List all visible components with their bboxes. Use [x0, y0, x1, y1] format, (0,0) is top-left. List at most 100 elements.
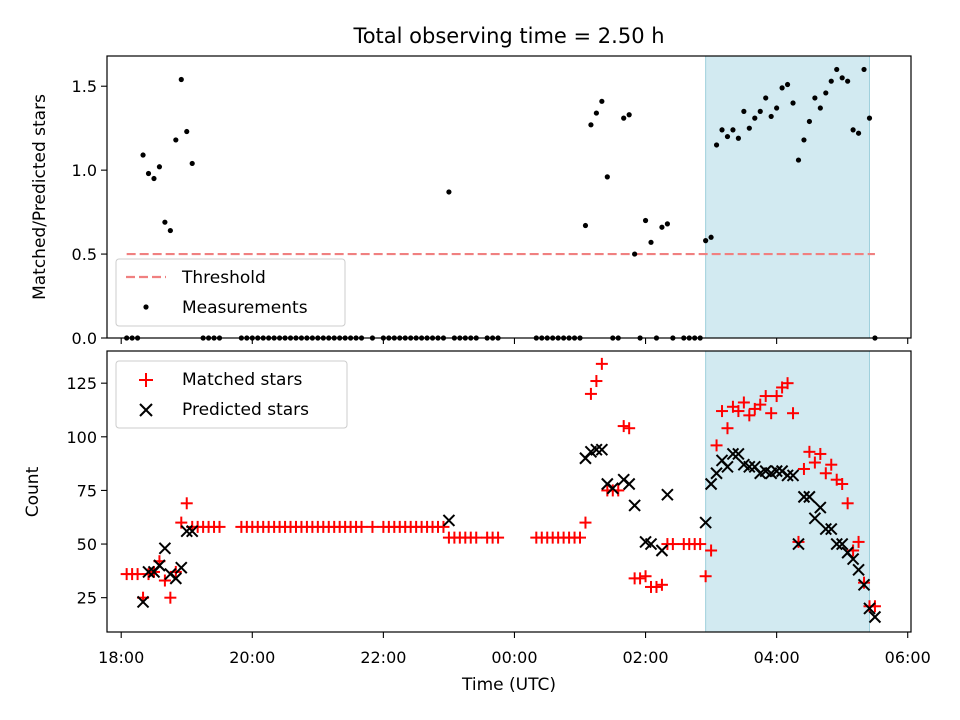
y-tick-label: 100 [66, 428, 97, 447]
predicted-star-point [622, 477, 636, 491]
measurement-point [784, 81, 791, 88]
legend-threshold-label: Threshold [181, 268, 266, 288]
matched-star-point [617, 420, 630, 433]
matched-star-point [759, 390, 772, 403]
measurement-point [795, 157, 802, 163]
measurement-point [806, 118, 813, 125]
predicted-star-point [808, 512, 822, 525]
measurement-point [790, 100, 796, 106]
legend-matched-swatch [139, 373, 153, 387]
measurement-point [866, 115, 873, 121]
matched-star-point [770, 390, 783, 403]
measurement-point [642, 217, 649, 224]
measurement-point [167, 227, 173, 234]
matched-star-point [743, 409, 756, 422]
measurement-point [162, 219, 168, 225]
top-y-axis: 0.0 0.5 1.0 1.5 [72, 77, 107, 348]
predicted-star-point [153, 559, 166, 572]
matched-star-point [694, 538, 707, 551]
matched-star-point [858, 576, 871, 589]
matched-star-point [492, 531, 505, 544]
measurement-point [746, 125, 752, 131]
legend-predicted-label: Predicted stars [182, 400, 309, 420]
measurement-point [763, 95, 769, 101]
predicted-stars-series [136, 443, 882, 624]
predicted-star-point [846, 552, 860, 566]
bottom-panel: 25 50 75 100 125 18:00 20:00 22:00 00:00 02:00 04… [23, 350, 931, 695]
measurement-point [850, 127, 856, 133]
predicted-star-point [628, 499, 641, 512]
measurement-point [621, 115, 627, 121]
measurement-point [593, 110, 599, 116]
predicted-star-point [699, 516, 712, 529]
bottom-y-axis: 25 50 75 100 125 [66, 374, 107, 608]
predicted-star-point [797, 490, 811, 504]
matched-star-point [787, 407, 800, 420]
measurement-point [823, 90, 829, 96]
matched-star-point [213, 520, 226, 533]
measurement-point [145, 170, 152, 177]
predicted-star-point [863, 602, 876, 615]
matched-star-point [705, 544, 718, 557]
measurement-point [861, 66, 867, 73]
matched-star-point [792, 535, 805, 548]
measurement-point [648, 239, 654, 245]
measurement-point [834, 66, 840, 73]
measurement-point [708, 234, 714, 240]
measurement-point [741, 108, 747, 114]
top-shaded-span [705, 55, 870, 339]
y-tick-label: 0.5 [72, 245, 97, 264]
matched-star-point [666, 538, 679, 551]
predicted-star-point [710, 467, 723, 480]
measurement-point [757, 108, 763, 114]
matched-star-point [716, 405, 729, 418]
predicted-star-point [803, 490, 816, 504]
chart-title: Total observing time = 2.50 h [352, 24, 664, 48]
measurement-point [845, 78, 851, 84]
matched-star-point [841, 497, 854, 510]
matched-star-point [579, 516, 592, 529]
predicted-star-point [732, 447, 745, 461]
predicted-star-point [661, 488, 674, 501]
measurement-point [839, 75, 845, 81]
legend-measurements-swatch [143, 304, 149, 310]
y-tick-label: 25 [77, 589, 97, 608]
x-tick-label: 22:00 [360, 648, 406, 667]
predicted-star-point [721, 460, 734, 474]
x-tick-label: 06:00 [885, 648, 931, 667]
top-x-axis-ticks [120, 338, 909, 344]
y-tick-label: 50 [77, 535, 97, 554]
matched-star-point [721, 422, 734, 435]
matched-star-point [650, 580, 663, 593]
matched-star-point [584, 387, 597, 400]
measurement-point [659, 224, 665, 230]
matched-star-point [699, 570, 712, 583]
predicted-star-point [814, 501, 827, 514]
top-panel: 0.0 0.5 1.0 1.5 Matched/Predicted stars Thr… [30, 55, 912, 348]
predicted-star-point [743, 460, 756, 474]
matched-star-point [732, 405, 745, 418]
top-plot-frame [106, 55, 912, 339]
predicted-star-point [704, 477, 718, 491]
predicted-star-point [830, 537, 843, 551]
bottom-x-label: Time (UTC) [461, 675, 556, 695]
measurement-point [604, 174, 610, 180]
predicted-star-point [442, 514, 456, 527]
measurement-point [779, 85, 785, 91]
measurement-point [582, 222, 589, 229]
x-tick-label: 20:00 [229, 648, 275, 667]
matched-star-point [158, 574, 171, 587]
y-tick-label: 75 [77, 481, 97, 500]
matched-star-point [634, 572, 647, 585]
legend-matched-label: Matched stars [182, 370, 302, 390]
matched-star-point [180, 497, 193, 510]
matched-star-point [852, 535, 865, 548]
matched-star-point [836, 477, 849, 490]
matched-star-point [803, 445, 816, 458]
predicted-star-point [781, 469, 794, 482]
measurement-point [156, 164, 163, 170]
measurement-point [184, 128, 190, 135]
measurement-point [173, 137, 179, 143]
x-tick-label: 02:00 [622, 648, 668, 667]
measurement-point [768, 113, 774, 120]
